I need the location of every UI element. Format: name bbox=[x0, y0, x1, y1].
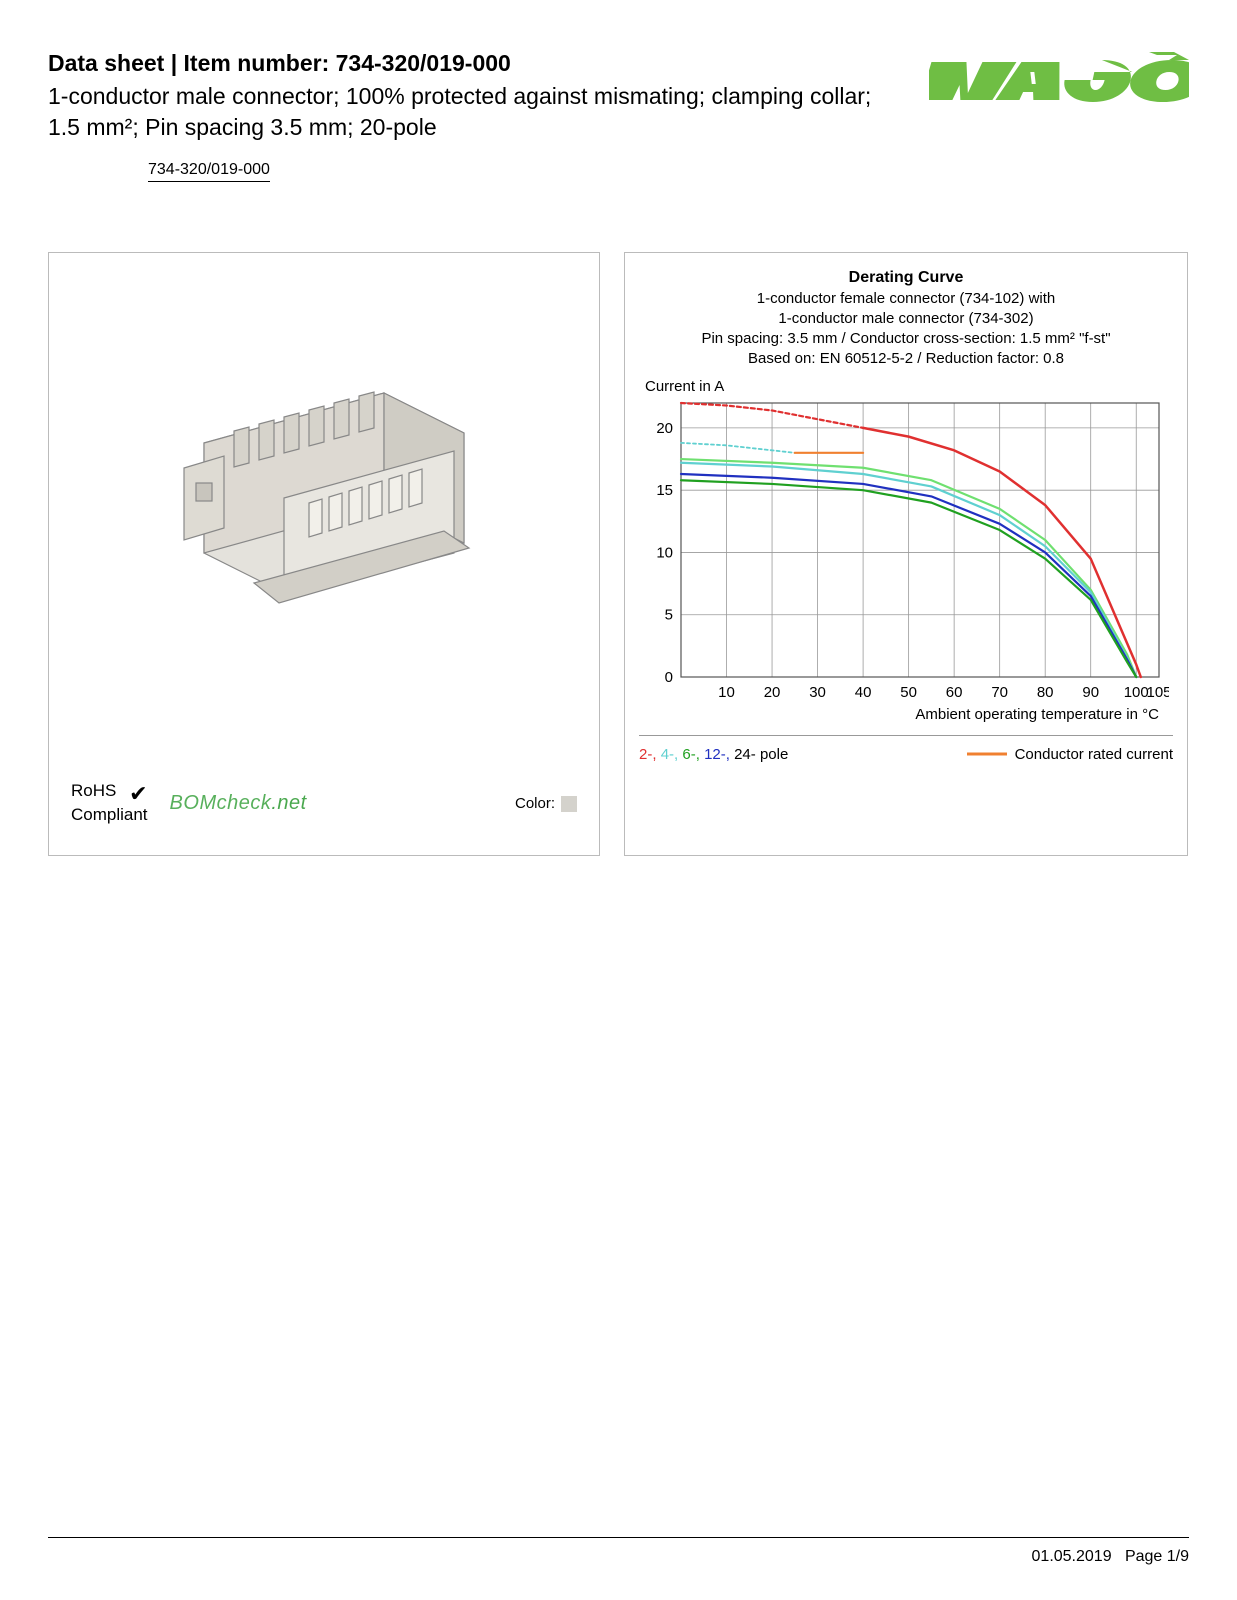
svg-text:10: 10 bbox=[656, 544, 673, 561]
rohs-badge: RoHS ✔ Compliant bbox=[71, 782, 148, 825]
product-image-wrap bbox=[49, 253, 599, 753]
color-label-text: Color: bbox=[515, 795, 555, 812]
svg-text:70: 70 bbox=[991, 684, 1008, 701]
chart-title: Derating Curve bbox=[639, 267, 1173, 289]
legend-line-icon bbox=[967, 749, 1007, 759]
legend-pole-item: pole bbox=[760, 746, 788, 763]
page-header: Data sheet | Item number: 734-320/019-00… bbox=[48, 50, 1189, 143]
svg-text:100: 100 bbox=[1124, 684, 1149, 701]
svg-text:20: 20 bbox=[656, 420, 673, 437]
footer-date: 01.05.2019 bbox=[1032, 1548, 1112, 1565]
rohs-line1: RoHS bbox=[71, 781, 116, 800]
connector-illustration-icon bbox=[124, 323, 524, 683]
legend-pole-item: 2-, bbox=[639, 746, 661, 763]
legend-pole-item: 24- bbox=[734, 746, 760, 763]
svg-text:15: 15 bbox=[656, 482, 673, 499]
chart-titles: Derating Curve 1-conductor female connec… bbox=[639, 267, 1173, 370]
legend-rated: Conductor rated current bbox=[967, 746, 1173, 763]
svg-text:5: 5 bbox=[665, 606, 673, 623]
bomcheck-suffix: .net bbox=[271, 792, 306, 814]
panels-row: RoHS ✔ Compliant BOMcheck.net Color: Der… bbox=[48, 252, 1189, 856]
chart-panel: Derating Curve 1-conductor female connec… bbox=[624, 252, 1188, 856]
svg-text:50: 50 bbox=[900, 684, 917, 701]
header-text: Data sheet | Item number: 734-320/019-00… bbox=[48, 50, 929, 143]
legend-pole-item: 12-, bbox=[704, 746, 734, 763]
chart-subtitle-4: Based on: EN 60512-5-2 / Reduction facto… bbox=[639, 349, 1173, 369]
svg-text:20: 20 bbox=[764, 684, 781, 701]
color-swatch bbox=[561, 796, 577, 812]
legend-pole-item: 4-, bbox=[661, 746, 683, 763]
color-indicator: Color: bbox=[515, 795, 577, 812]
wago-logo-icon bbox=[929, 50, 1189, 105]
bomcheck-main: BOMcheck bbox=[170, 792, 272, 814]
check-icon: ✔ bbox=[129, 781, 147, 806]
chart-ylabel: Current in A bbox=[645, 378, 1173, 395]
rohs-line2: Compliant bbox=[71, 805, 148, 824]
derating-chart: 5 10 15 20 0 10 20 30 40 50 60 70 80 90 100105 Ambient … bbox=[639, 397, 1169, 727]
bomcheck-badge: BOMcheck.net bbox=[170, 792, 307, 815]
svg-text:10: 10 bbox=[718, 684, 735, 701]
svg-text:105: 105 bbox=[1146, 684, 1169, 701]
legend-pole-item: 6-, bbox=[682, 746, 704, 763]
svg-text:60: 60 bbox=[946, 684, 963, 701]
chart-subtitle-2: 1-conductor male connector (734-302) bbox=[639, 309, 1173, 329]
badges-row: RoHS ✔ Compliant BOMcheck.net Color: bbox=[71, 782, 577, 825]
legend-rated-label: Conductor rated current bbox=[1015, 746, 1173, 763]
chart-legend: 2-, 4-, 6-, 12-, 24- pole Conductor rate… bbox=[639, 735, 1173, 763]
product-image-panel: RoHS ✔ Compliant BOMcheck.net Color: bbox=[48, 252, 600, 856]
footer-page: Page 1/9 bbox=[1125, 1548, 1189, 1565]
datasheet-description: 1-conductor male connector; 100% protect… bbox=[48, 81, 899, 143]
svg-text:Ambient operating temperature: Ambient operating temperature in °C bbox=[915, 706, 1159, 723]
svg-text:30: 30 bbox=[809, 684, 826, 701]
legend-poles: 2-, 4-, 6-, 12-, 24- pole bbox=[639, 746, 788, 763]
part-number-link[interactable]: 734-320/019-000 bbox=[148, 161, 270, 182]
chart-subtitle-1: 1-conductor female connector (734-102) w… bbox=[639, 289, 1173, 309]
footer-text: 01.05.2019 Page 1/9 bbox=[1032, 1548, 1189, 1566]
svg-text:90: 90 bbox=[1082, 684, 1099, 701]
chart-subtitle-3: Pin spacing: 3.5 mm / Conductor cross-se… bbox=[639, 329, 1173, 349]
datasheet-title: Data sheet | Item number: 734-320/019-00… bbox=[48, 50, 899, 77]
footer-divider bbox=[48, 1537, 1189, 1538]
svg-text:80: 80 bbox=[1037, 684, 1054, 701]
svg-text:0: 0 bbox=[665, 669, 673, 686]
svg-text:40: 40 bbox=[855, 684, 872, 701]
